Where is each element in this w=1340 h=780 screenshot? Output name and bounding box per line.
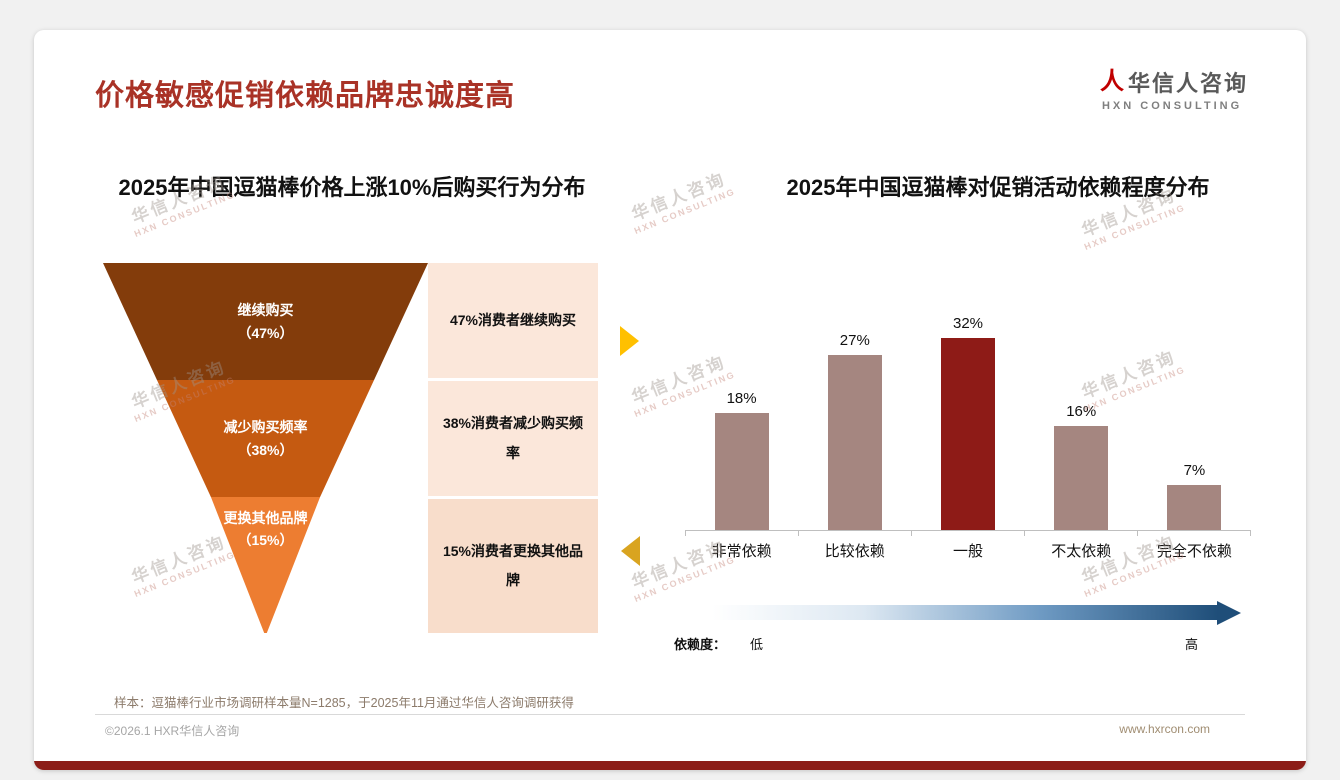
brand-name-cn: 华信人咨询 xyxy=(1127,71,1248,96)
brand-name-en: HXN CONSULTING xyxy=(1101,100,1243,112)
watermark: 华信人咨询 HXN CONSULTING xyxy=(1079,532,1187,600)
copyright-text: ©2026.1 HXR华信人咨询 xyxy=(105,724,240,738)
bar xyxy=(1167,484,1222,530)
arrow-right-icon xyxy=(620,326,639,356)
brand-mark-icon: 人 xyxy=(1099,68,1124,95)
x-axis-labels: 非常依赖 比较依赖 一般 不太依赖 完全不依赖 xyxy=(711,543,1232,560)
page-title: 价格敏感促销依赖品牌忠诚度高 xyxy=(95,80,516,112)
bar-chart: 18% 27% 32% 16% 7% xyxy=(685,315,1251,530)
bar-value-label: 16% xyxy=(1066,403,1097,420)
bar-value-label: 27% xyxy=(839,331,870,349)
bar-group: 7% xyxy=(1138,315,1251,530)
bar xyxy=(1054,426,1109,530)
x-axis xyxy=(685,530,1251,531)
bar-chart-title: 2025年中国逗猫棒对促销活动依赖程度分布 xyxy=(786,175,1210,200)
bar-group: 16% xyxy=(1025,315,1138,530)
bar-group: 32% xyxy=(911,315,1024,530)
brand-logo: 人 华信人咨询 HXN CONSULTING xyxy=(1100,66,1248,113)
bar-group: 18% xyxy=(685,315,798,530)
funnel-desc-row: 47%消费者继续购买 xyxy=(428,263,598,378)
gradient-arrowhead-icon xyxy=(1217,600,1241,625)
funnel-segment-label: 更换其他品牌 （15%） xyxy=(223,510,308,549)
dependence-gradient-arrow xyxy=(712,600,1242,625)
brand-logo-row: 人 华信人咨询 xyxy=(1100,66,1248,98)
slide-card: 华信人咨询 HXN CONSULTING 华信人咨询 HXN CONSULTING … xyxy=(34,30,1306,770)
gradient-bar xyxy=(712,605,1218,620)
website-url: www.hxrcon.com xyxy=(1119,722,1210,736)
arrow-left-icon xyxy=(621,536,640,566)
bar xyxy=(941,338,995,530)
bar xyxy=(714,413,769,530)
footer-divider xyxy=(95,714,1245,715)
funnel-desc-panel: 47%消费者继续购买 38%消费者减少购买频率 15%消费者更换其他品牌 xyxy=(428,263,598,633)
funnel-chart: 继续购买 （47%） 减少购买频率 （38%） 更换其他品牌 （15%） xyxy=(103,263,428,633)
funnel-segment-label: 继续购买 （47%） xyxy=(237,302,294,341)
bottom-accent-bar xyxy=(34,761,1306,770)
bar xyxy=(827,354,882,530)
bar-value-label: 18% xyxy=(726,390,757,407)
funnel-segment-switch: 更换其他品牌 （15%） xyxy=(210,497,321,633)
funnel-desc-row: 15%消费者更换其他品牌 xyxy=(428,499,598,633)
sample-note: 样本：逗猫棒行业市场调研样本量N=1285，于2025年11月通过华信人咨询调研… xyxy=(114,696,574,710)
funnel-desc-row: 38%消费者减少购买频率 xyxy=(428,381,598,496)
bar-value-label: 7% xyxy=(1183,461,1206,479)
funnel-segment-reduce: 减少购买频率 （38%） xyxy=(156,380,375,497)
funnel-segment-label: 减少购买频率 （38%） xyxy=(223,419,308,458)
bar-value-label: 32% xyxy=(952,315,984,332)
funnel-chart-title: 2025年中国逗猫棒价格上涨10%后购买行为分布 xyxy=(118,175,586,200)
funnel-segment-continue: 继续购买 （47%） xyxy=(103,263,428,380)
bar-group: 27% xyxy=(798,315,911,530)
gradient-axis-labels: 依赖度： 低 高 xyxy=(674,637,1198,652)
x-axis-ticks xyxy=(685,530,1251,536)
